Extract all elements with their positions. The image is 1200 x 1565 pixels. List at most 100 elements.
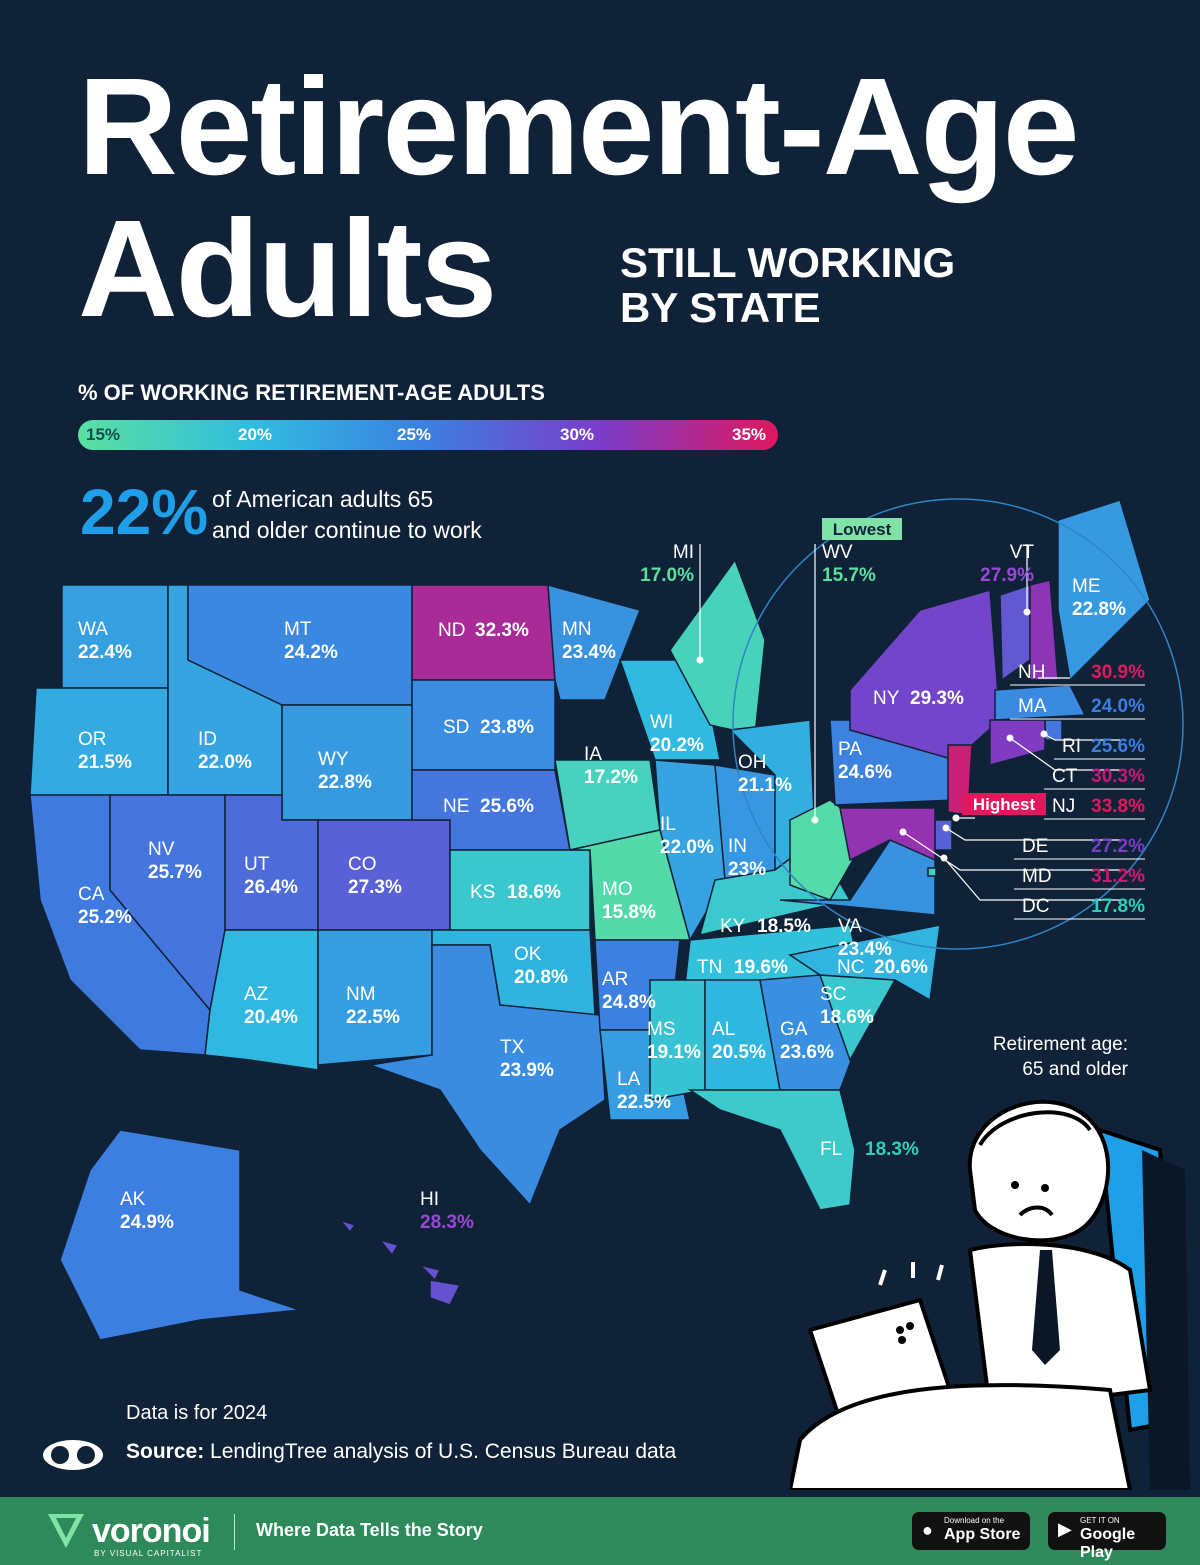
state-shape-md [839,807,936,862]
state-value-al: 20.5% [712,1042,766,1063]
apple-icon: ● [922,1520,933,1540]
state-shape-me [1057,499,1151,682]
state-abbr-id: ID [198,729,217,750]
footer-divider [234,1514,235,1550]
page-subtitle: STILL WORKING BY STATE [620,240,1020,331]
google-play-label: Google Play [1080,1526,1136,1561]
state-abbr-ri: RI [1062,736,1081,757]
state-abbr-az: AZ [244,984,269,1005]
retirement-age-note: Retirement age: 65 and older [940,1033,1128,1082]
state-abbr-tx: TX [500,1037,525,1058]
state-value-ms: 19.1% [647,1042,701,1063]
state-abbr-wi: WI [650,712,673,733]
leader-lines [699,544,1120,901]
state-value-tn: 19.6% [734,957,788,978]
state-label-nh: NH 30.9% [1010,662,1145,686]
state-value-or: 21.5% [78,752,132,773]
state-value-nh: 30.9% [1091,662,1145,683]
leader-dot [1023,608,1031,616]
state-abbr-va: VA [838,916,862,937]
state-value-mo: 15.8% [602,902,656,923]
legend-tick-15: 15% [86,425,121,444]
headline-text-line-2: and older continue to work [212,517,482,544]
state-value-ny: 29.3% [910,688,964,709]
leader-dot [952,814,960,822]
leader-de [945,827,1120,841]
tablet-button-1 [896,1326,904,1334]
state-value-de: 27.2% [1091,836,1145,857]
tablet-button-3 [898,1336,906,1344]
leader-dot [899,828,907,836]
state-value-mi: 17.0% [640,565,694,586]
state-abbr-nh: NH [1018,662,1045,683]
mouth [1018,1205,1054,1217]
state-shape-ny [849,589,1001,761]
state-abbr-or: OR [78,729,107,750]
legend-tick-30: 30% [560,425,595,444]
state-label-md: MD 31.2% [1014,866,1145,890]
play-icon: ▶ [1058,1519,1072,1539]
state-shape-fl [687,1089,856,1211]
brand-name[interactable]: voronoi [92,1512,211,1550]
state-abbr-ct: CT [1052,766,1078,787]
state-abbr-ca: CA [78,884,105,905]
state-abbr-ga: GA [780,1019,808,1040]
state-abbr-fl: FL [820,1139,842,1160]
state-label-ma: MA 24.0% [1010,696,1145,720]
state-value-mt: 24.2% [284,642,338,663]
state-shape-mi [669,558,766,736]
highest-badge: Highest [962,793,1046,815]
state-value-ut: 26.4% [244,877,298,898]
state-value-nv: 25.7% [148,862,202,883]
state-value-hi: 28.3% [420,1212,474,1233]
state-value-ia: 17.2% [584,767,638,788]
state-value-md: 31.2% [1091,866,1145,887]
hair [978,1110,1092,1147]
state-value-co: 27.3% [348,877,402,898]
leader-ct [1009,737,1120,771]
visual-capitalist-icon [40,1433,106,1471]
lowest-badge: Lowest [822,518,902,540]
headline-stat: 22% [80,476,209,548]
legend-tick-20: 20% [238,425,273,444]
brand-subtitle: BY VISUAL CAPITALIST [94,1549,203,1558]
state-abbr-nj: NJ [1052,796,1075,817]
data-year-note: Data is for 2024 [126,1402,268,1424]
zoom-circle [732,498,1184,950]
state-shape-nh [1029,579,1059,681]
state-abbr-sd: SD [443,717,469,738]
state-abbr-ut: UT [244,854,270,875]
app-store-button[interactable]: ● Download on the App Store [912,1512,1030,1550]
state-abbr-ak: AK [120,1189,146,1210]
source-note: Source: LendingTree analysis of U.S. Cen… [126,1440,676,1464]
google-play-button[interactable]: ▶ GET IT ON Google Play [1048,1512,1166,1561]
state-label-sd: SD 23.8% [443,717,534,738]
state-abbr-mt: MT [284,619,312,640]
state-value-ma: 24.0% [1091,696,1145,717]
leader-dot [696,656,704,664]
state-value-me: 22.8% [1072,599,1126,620]
us-map: WA22.4%OR21.5%CA25.2%ID22.0%NV25.7%MT24.… [29,498,1184,1341]
state-value-pa: 24.6% [838,762,892,783]
state-abbr-co: CO [348,854,377,875]
chair-shadow [1142,1150,1190,1490]
legend-color-scale [78,420,778,450]
state-abbr-vt: VT [1010,542,1035,563]
state-abbr-wv: WV [822,542,853,563]
state-abbr-tn: TN [697,957,722,978]
state-value-id: 22.0% [198,752,252,773]
